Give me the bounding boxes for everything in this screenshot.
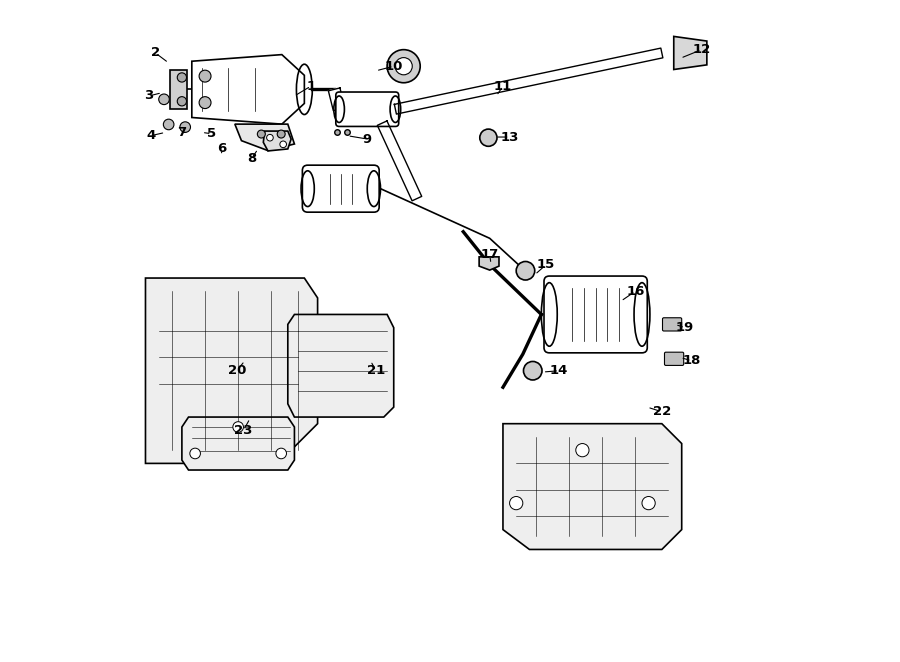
Text: 10: 10 [384, 60, 403, 73]
Text: 23: 23 [234, 424, 253, 437]
Circle shape [387, 50, 420, 83]
Text: 18: 18 [682, 354, 701, 367]
Circle shape [480, 129, 497, 146]
Text: 8: 8 [247, 152, 256, 166]
Polygon shape [235, 124, 294, 151]
Circle shape [266, 134, 274, 141]
Text: 4: 4 [146, 129, 156, 142]
Circle shape [180, 122, 191, 132]
Circle shape [517, 261, 535, 280]
FancyBboxPatch shape [544, 276, 647, 353]
Text: 15: 15 [537, 258, 555, 271]
FancyBboxPatch shape [302, 166, 379, 213]
Circle shape [509, 496, 523, 510]
FancyBboxPatch shape [662, 318, 681, 331]
Circle shape [199, 70, 211, 82]
Text: 12: 12 [692, 43, 711, 56]
Text: 1: 1 [306, 79, 316, 93]
Text: 14: 14 [550, 364, 569, 377]
Circle shape [642, 496, 655, 510]
Circle shape [277, 130, 285, 138]
Text: 6: 6 [217, 142, 226, 156]
Circle shape [158, 94, 169, 105]
Polygon shape [328, 88, 345, 111]
Bar [170, 70, 187, 109]
Text: 13: 13 [500, 130, 518, 144]
Circle shape [280, 141, 286, 148]
Polygon shape [479, 257, 499, 270]
Text: 16: 16 [626, 285, 644, 298]
Polygon shape [377, 121, 422, 201]
Text: 9: 9 [363, 132, 372, 146]
Polygon shape [288, 314, 393, 417]
Circle shape [164, 119, 174, 130]
Polygon shape [674, 36, 706, 70]
Polygon shape [192, 55, 304, 124]
Polygon shape [146, 278, 318, 463]
Circle shape [177, 97, 186, 106]
Text: 20: 20 [228, 364, 246, 377]
Circle shape [276, 448, 286, 459]
FancyBboxPatch shape [664, 352, 684, 365]
Text: 7: 7 [177, 126, 186, 139]
Polygon shape [503, 424, 681, 549]
Polygon shape [394, 48, 663, 114]
Circle shape [177, 73, 186, 82]
Circle shape [233, 422, 244, 432]
Text: 17: 17 [481, 248, 499, 261]
Text: 5: 5 [207, 127, 216, 140]
Circle shape [395, 58, 412, 75]
Text: 19: 19 [676, 321, 694, 334]
Text: 2: 2 [151, 46, 160, 60]
Circle shape [257, 130, 266, 138]
Circle shape [190, 448, 201, 459]
Polygon shape [182, 417, 294, 470]
Text: 22: 22 [652, 405, 671, 418]
Polygon shape [264, 131, 291, 151]
Text: 21: 21 [366, 364, 385, 377]
Text: 11: 11 [494, 79, 512, 93]
Circle shape [199, 97, 211, 109]
Text: 3: 3 [144, 89, 153, 103]
Circle shape [576, 444, 589, 457]
Circle shape [524, 361, 542, 380]
FancyBboxPatch shape [336, 92, 399, 126]
